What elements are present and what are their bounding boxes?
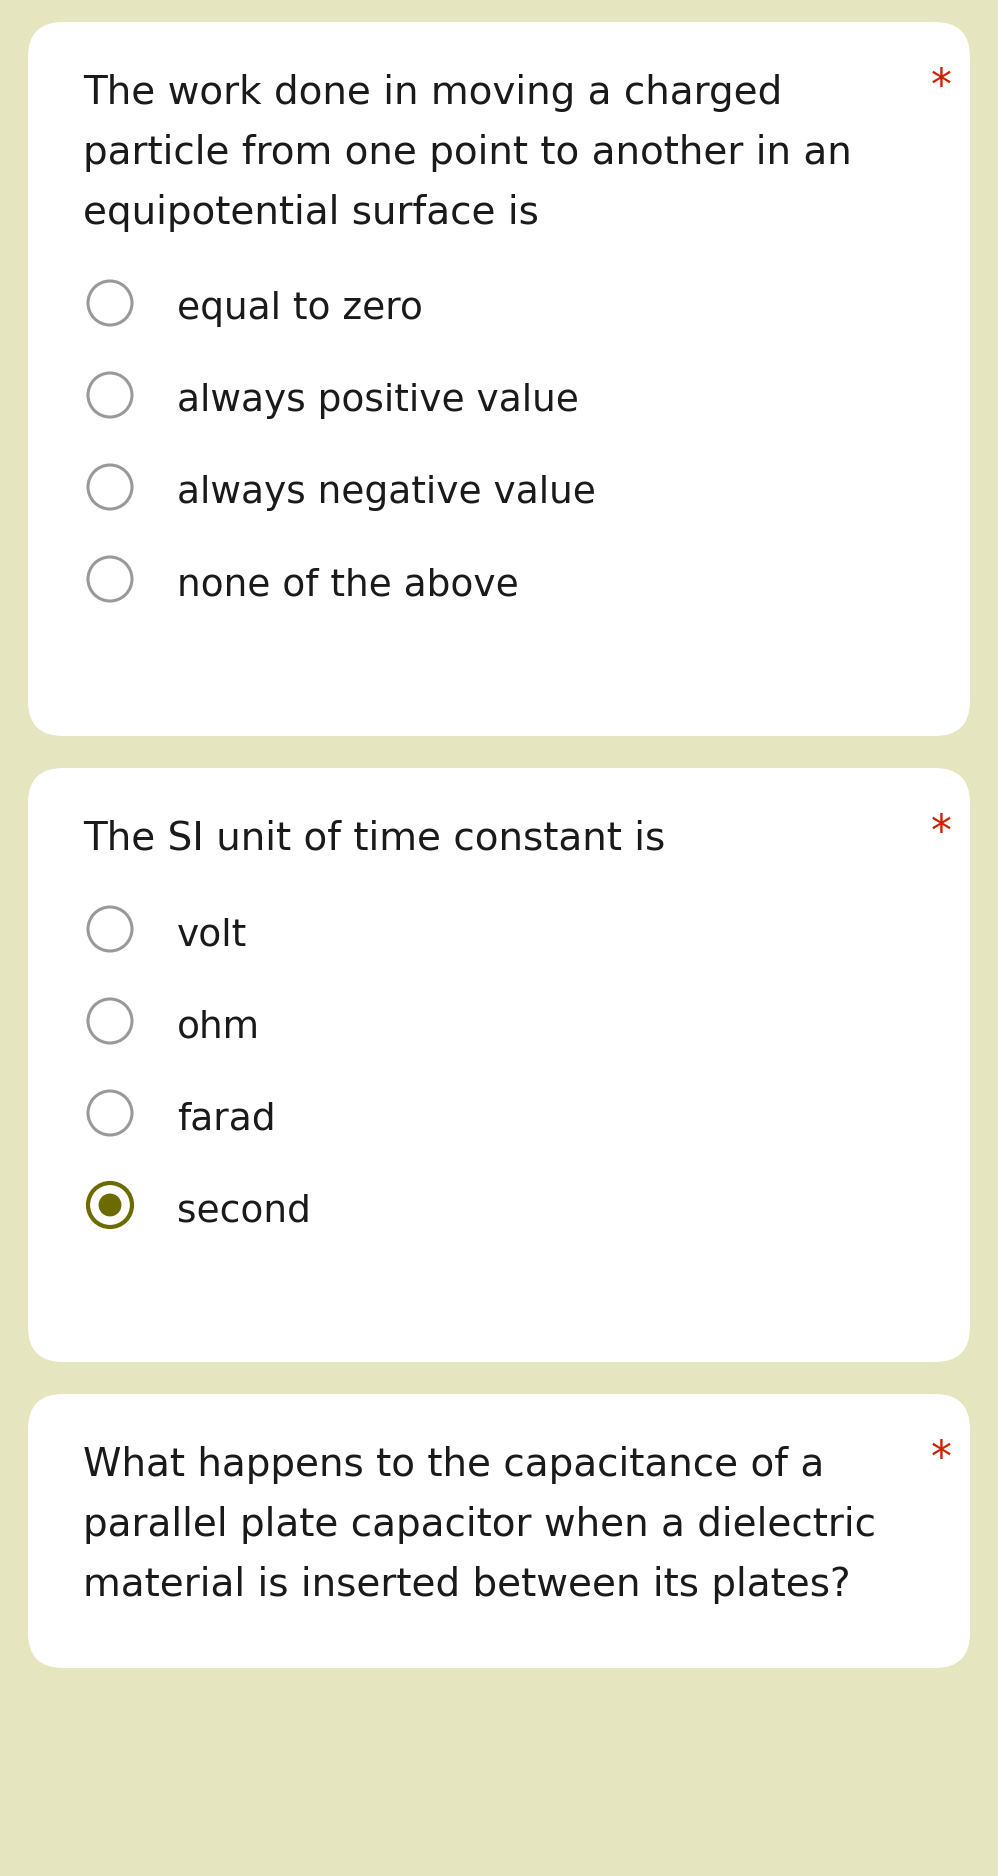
Text: particle from one point to another in an: particle from one point to another in an	[83, 133, 851, 173]
Text: *: *	[931, 812, 952, 854]
Text: volt: volt	[177, 917, 248, 953]
Text: equal to zero: equal to zero	[177, 291, 423, 326]
Text: material is inserted between its plates?: material is inserted between its plates?	[83, 1566, 850, 1604]
Text: The work done in moving a charged: The work done in moving a charged	[83, 73, 782, 113]
Text: *: *	[931, 1439, 952, 1480]
Circle shape	[99, 1193, 122, 1216]
FancyBboxPatch shape	[28, 23, 970, 735]
Text: What happens to the capacitance of a: What happens to the capacitance of a	[83, 1446, 824, 1484]
Text: none of the above: none of the above	[177, 567, 519, 602]
Text: *: *	[931, 66, 952, 109]
Text: equipotential surface is: equipotential surface is	[83, 193, 539, 233]
Text: farad: farad	[177, 1101, 275, 1137]
Text: always positive value: always positive value	[177, 383, 579, 418]
FancyBboxPatch shape	[28, 767, 970, 1362]
Text: second: second	[177, 1193, 310, 1229]
Text: The SI unit of time constant is: The SI unit of time constant is	[83, 820, 666, 857]
FancyBboxPatch shape	[28, 1394, 970, 1668]
Text: parallel plate capacitor when a dielectric: parallel plate capacitor when a dielectr…	[83, 1506, 876, 1544]
Text: ohm: ohm	[177, 1009, 260, 1045]
Text: always negative value: always negative value	[177, 475, 596, 510]
